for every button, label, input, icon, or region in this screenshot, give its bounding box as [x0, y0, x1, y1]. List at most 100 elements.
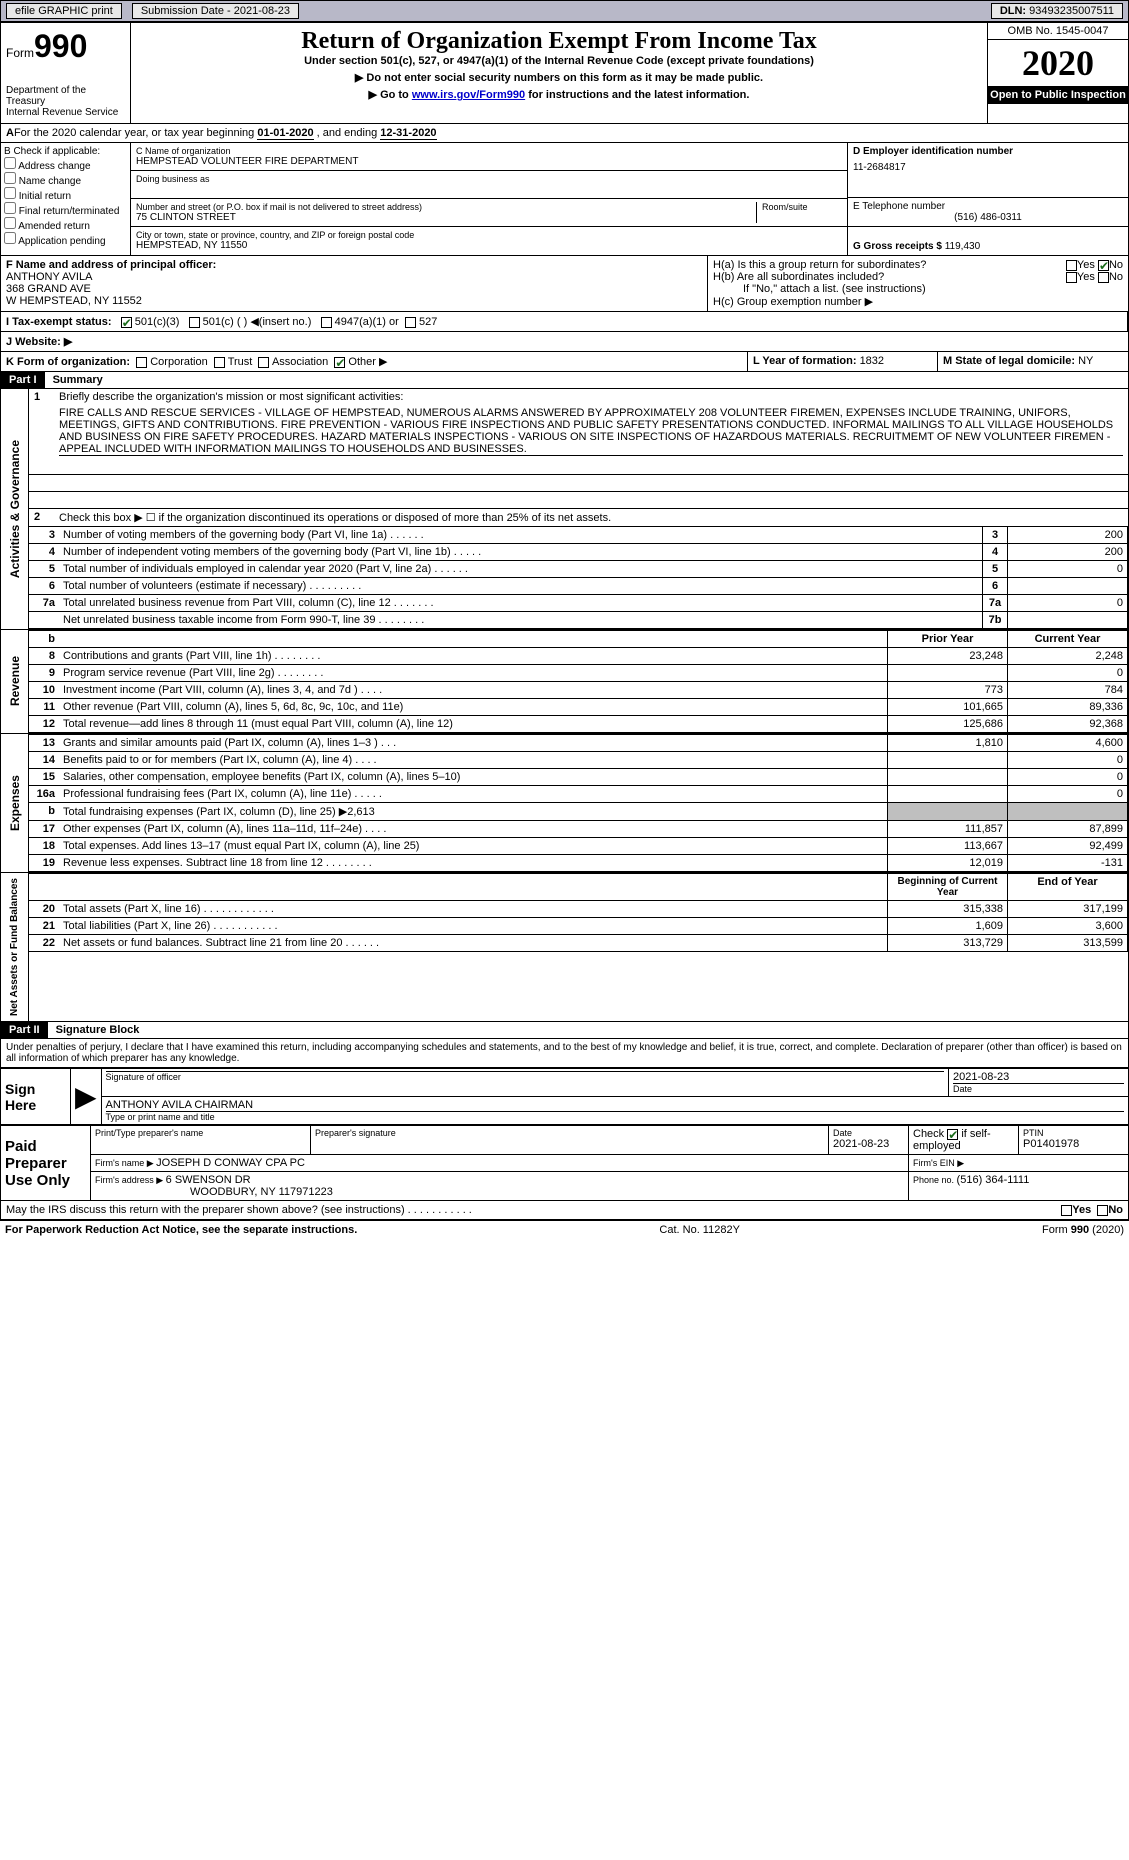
tax-year: 2020 [988, 40, 1128, 87]
ha-no-cb[interactable] [1098, 260, 1109, 271]
part1-hdr: Part I [1, 372, 45, 388]
cb-addr-change[interactable]: Address change [4, 157, 127, 172]
type-name-label: Type or print name and title [106, 1112, 1124, 1122]
line1-label: Briefly describe the organization's miss… [59, 391, 1123, 403]
irs-link[interactable]: www.irs.gov/Form990 [412, 89, 525, 101]
table-row: 22Net assets or fund balances. Subtract … [29, 935, 1128, 952]
table-row: 4Number of independent voting members of… [29, 544, 1128, 561]
paid-preparer-table: Paid Preparer Use Only Print/Type prepar… [0, 1125, 1129, 1201]
cb-501c[interactable] [189, 317, 200, 328]
part1-title: Summary [48, 374, 103, 386]
table-row: 12Total revenue—add lines 8 through 11 (… [29, 716, 1128, 733]
table-row: 17Other expenses (Part IX, column (A), l… [29, 821, 1128, 838]
org-name-cell: C Name of organization HEMPSTEAD VOLUNTE… [131, 143, 847, 171]
submission-date: 2021-08-23 [234, 5, 290, 17]
sec-a-pre: For the 2020 calendar year, or tax year … [14, 127, 257, 139]
cb-assoc[interactable] [258, 357, 269, 368]
vert-ag: Activities & Governance [6, 435, 24, 583]
table-row: 18Total expenses. Add lines 13–17 (must … [29, 838, 1128, 855]
firm-addr2: WOODBURY, NY 117971223 [95, 1186, 333, 1198]
dba-cell: Doing business as [131, 171, 847, 199]
cb-name-label: Name change [19, 176, 81, 187]
cb-527[interactable] [405, 317, 416, 328]
paid-prep-label: Paid Preparer Use Only [1, 1126, 91, 1201]
cb-app-pending[interactable]: Application pending [4, 232, 127, 247]
ptin-val: P01401978 [1023, 1138, 1124, 1150]
perjury-text: Under penalties of perjury, I declare th… [0, 1039, 1129, 1068]
cb-corp[interactable] [136, 357, 147, 368]
firm-addr-label: Firm's address ▶ [95, 1175, 166, 1185]
hc-label: H(c) Group exemption number ▶ [713, 295, 1123, 308]
discuss-no-cb[interactable] [1097, 1205, 1108, 1216]
opt-trust: Trust [228, 356, 253, 368]
discuss-yes-cb[interactable] [1061, 1205, 1072, 1216]
ein-label: D Employer identification number [853, 146, 1013, 157]
mission-text: FIRE CALLS AND RESCUE SERVICES - VILLAGE… [59, 407, 1123, 456]
self-emp-cb[interactable] [947, 1129, 958, 1140]
hb-label: H(b) Are all subordinates included? [713, 271, 884, 283]
opt-527: 527 [419, 316, 437, 328]
cb-init-label: Initial return [19, 191, 71, 202]
officer-addr2: W HEMPSTEAD, NY 11552 [6, 295, 142, 307]
prep-sig-label: Preparer's signature [315, 1128, 824, 1138]
opt-501c3: 501(c)(3) [135, 316, 180, 328]
dln-btn[interactable]: DLN: 93493235007511 [991, 3, 1123, 19]
hb-note: If "No," attach a list. (see instruction… [713, 283, 1123, 295]
table-row: 6Total number of volunteers (estimate if… [29, 578, 1128, 595]
hb-no-cb[interactable] [1098, 272, 1109, 283]
phone-val: (516) 486-0311 [853, 212, 1123, 223]
footer-left: For Paperwork Reduction Act Notice, see … [5, 1224, 357, 1236]
ha-yes-cb[interactable] [1066, 260, 1077, 271]
ein-cell: D Employer identification number 11-2684… [848, 143, 1128, 198]
vert-exp: Expenses [6, 770, 24, 836]
table-row: 7aTotal unrelated business revenue from … [29, 595, 1128, 612]
table-row: 11Other revenue (Part VIII, column (A), … [29, 699, 1128, 716]
ag-table: 3Number of voting members of the governi… [29, 526, 1128, 629]
submission-date-btn[interactable]: Submission Date - 2021-08-23 [132, 3, 299, 19]
org-form-row: K Form of organization: Corporation Trus… [0, 352, 1129, 372]
table-row: 19Revenue less expenses. Subtract line 1… [29, 855, 1128, 872]
officer-name-title: ANTHONY AVILA CHAIRMAN [106, 1099, 1124, 1112]
dba-label: Doing business as [136, 174, 842, 184]
gross-label: G Gross receipts $ [853, 241, 945, 252]
cb-trust[interactable] [214, 357, 225, 368]
vert-rev: Revenue [6, 651, 24, 711]
part1-bar: Part I Summary [0, 372, 1129, 389]
expenses-box: Expenses 13Grants and similar amounts pa… [0, 734, 1129, 873]
efile-print-btn[interactable]: efile GRAPHIC print [6, 3, 122, 19]
prep-name-label: Print/Type preparer's name [95, 1128, 306, 1138]
form-title: Return of Organization Exempt From Incom… [136, 28, 982, 55]
sec-i-label: I Tax-exempt status: [6, 316, 112, 328]
dln-value: 93493235007511 [1029, 5, 1114, 17]
prep-date-label: Date [833, 1128, 904, 1138]
opt-corp: Corporation [150, 356, 207, 368]
sec-k-label: K Form of organization: [6, 356, 130, 368]
cb-amended[interactable]: Amended return [4, 217, 127, 232]
cb-501c3[interactable] [121, 317, 132, 328]
line2-label: Check this box ▶ ☐ if the organization d… [59, 511, 1123, 524]
form-header: Form990 Department of the Treasury Inter… [0, 22, 1129, 124]
cb-final[interactable]: Final return/terminated [4, 202, 127, 217]
city-label: City or town, state or province, country… [136, 230, 842, 240]
table-row: 14Benefits paid to or for members (Part … [29, 752, 1128, 769]
ha-row: H(a) Is this a group return for subordin… [713, 259, 1123, 271]
cb-addr-label: Address change [18, 161, 90, 172]
table-row: Net unrelated business taxable income fr… [29, 612, 1128, 629]
cb-4947[interactable] [321, 317, 332, 328]
ha-label: H(a) Is this a group return for subordin… [713, 259, 926, 271]
check-label: Check [913, 1128, 947, 1140]
sec-b-label: B Check if applicable: [4, 146, 127, 157]
rev-table: bPrior YearCurrent Year8Contributions an… [29, 630, 1128, 733]
cb-name-change[interactable]: Name change [4, 172, 127, 187]
prep-phone: (516) 364-1111 [957, 1174, 1030, 1186]
ha-yes: Yes [1077, 259, 1095, 271]
top-bar: efile GRAPHIC print Submission Date - 20… [0, 0, 1129, 22]
hb-yes-cb[interactable] [1066, 272, 1077, 283]
cb-initial[interactable]: Initial return [4, 187, 127, 202]
room-label: Room/suite [762, 202, 842, 223]
opt-501c: 501(c) ( ) ◀(insert no.) [203, 316, 312, 328]
addr-cell: Number and street (or P.O. box if mail i… [131, 199, 847, 227]
website-row: J Website: ▶ [0, 332, 1129, 352]
subtitle-1: Under section 501(c), 527, or 4947(a)(1)… [136, 55, 982, 67]
cb-other[interactable] [334, 357, 345, 368]
